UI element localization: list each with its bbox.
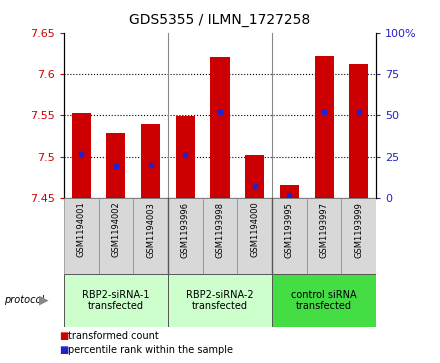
- Bar: [64, 274, 168, 327]
- Text: ■: ■: [59, 331, 69, 341]
- Text: GDS5355 / ILMN_1727258: GDS5355 / ILMN_1727258: [129, 13, 311, 27]
- Bar: [245, 155, 264, 198]
- Bar: [210, 57, 230, 198]
- Text: GSM1194003: GSM1194003: [146, 202, 155, 257]
- Text: control siRNA
transfected: control siRNA transfected: [291, 290, 357, 311]
- Bar: [349, 64, 368, 198]
- Text: RBP2-siRNA-2
transfected: RBP2-siRNA-2 transfected: [186, 290, 254, 311]
- Bar: [341, 198, 376, 274]
- Text: GSM1193996: GSM1193996: [181, 202, 190, 258]
- Bar: [72, 113, 91, 198]
- Text: GSM1193995: GSM1193995: [285, 202, 294, 257]
- Bar: [168, 274, 272, 327]
- Bar: [99, 198, 133, 274]
- Bar: [203, 198, 237, 274]
- Bar: [237, 198, 272, 274]
- Bar: [168, 198, 203, 274]
- Bar: [64, 198, 99, 274]
- Text: ■: ■: [59, 345, 69, 355]
- Bar: [315, 56, 334, 198]
- Bar: [133, 198, 168, 274]
- Text: GSM1193999: GSM1193999: [354, 202, 363, 257]
- Text: RBP2-siRNA-1
transfected: RBP2-siRNA-1 transfected: [82, 290, 150, 311]
- Text: GSM1193997: GSM1193997: [319, 202, 329, 258]
- Bar: [176, 116, 195, 198]
- Bar: [272, 198, 307, 274]
- Text: ▶: ▶: [39, 294, 49, 307]
- Bar: [307, 198, 341, 274]
- Text: GSM1194000: GSM1194000: [250, 202, 259, 257]
- Text: protocol: protocol: [4, 295, 44, 305]
- Bar: [272, 274, 376, 327]
- Text: GSM1193998: GSM1193998: [216, 202, 224, 258]
- Bar: [280, 185, 299, 198]
- Bar: [141, 125, 160, 198]
- Text: transformed count: transformed count: [68, 331, 159, 341]
- Text: percentile rank within the sample: percentile rank within the sample: [68, 345, 233, 355]
- Text: GSM1194001: GSM1194001: [77, 202, 86, 257]
- Bar: [106, 134, 125, 198]
- Text: GSM1194002: GSM1194002: [111, 202, 121, 257]
